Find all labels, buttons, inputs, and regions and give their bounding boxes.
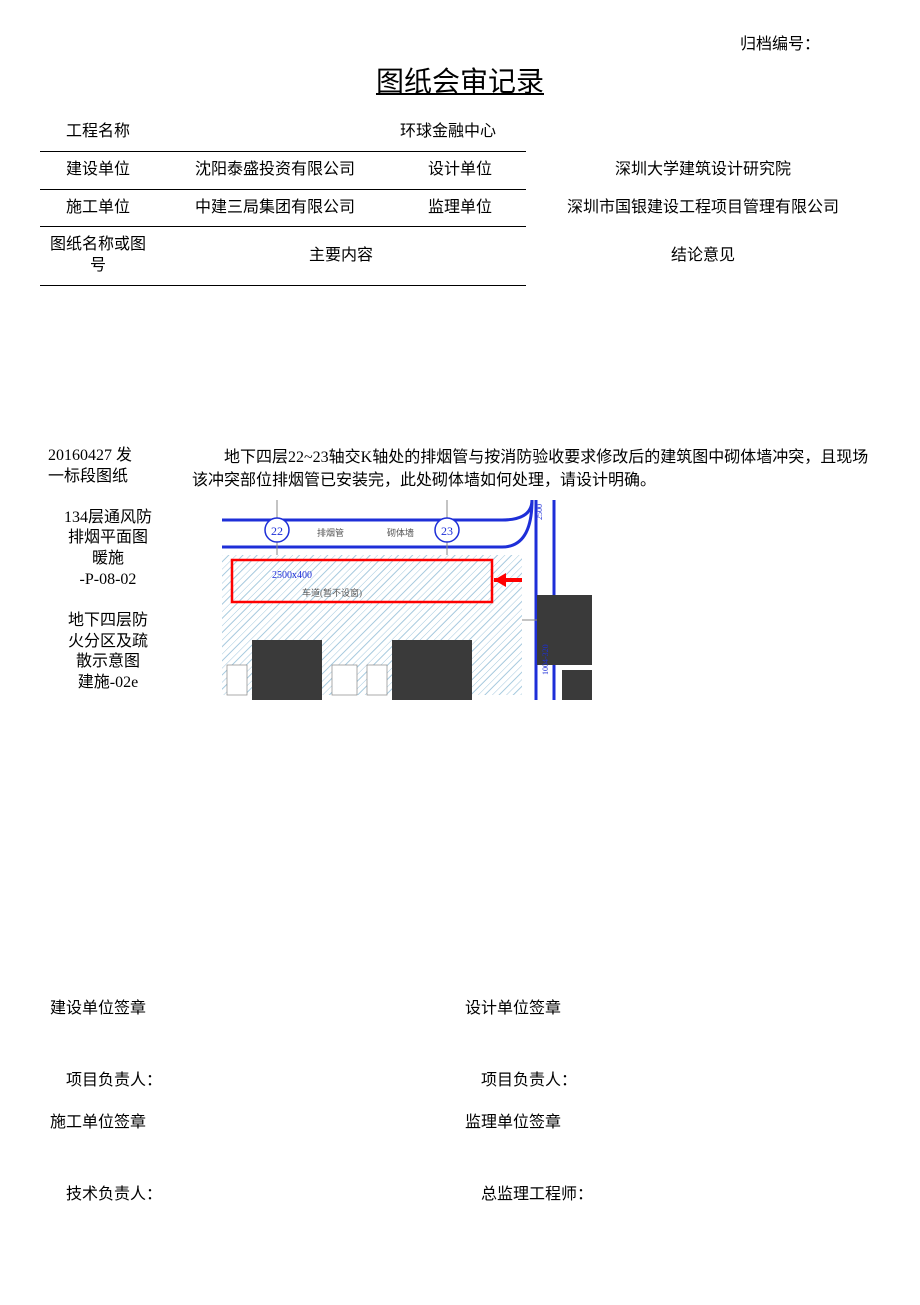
- header-table: 工程名称 环球金融中心 建设单位 沈阳泰盛投资有限公司 设计单位 深圳大学建筑设…: [40, 114, 880, 286]
- left-b3d: 建施-02e: [48, 673, 168, 694]
- svg-text:2500x400: 2500x400: [272, 570, 312, 581]
- hdr-construct-unit-label: 施工单位: [40, 189, 156, 227]
- sign-supervise-seal: 监理单位签章: [465, 1108, 880, 1132]
- sign-tech-lead: 技术负责人：: [50, 1180, 465, 1204]
- hdr-build-unit-label: 建设单位: [40, 151, 156, 189]
- hdr-build-unit-value: 沈阳泰盛投资有限公司: [156, 151, 394, 189]
- hdr-conclusion-label: 结论意见: [526, 227, 880, 286]
- main-content-column: 地下四层22~23轴交K轴处的排烟管与按消防验收要求修改后的建筑图中砌体墙冲突，…: [172, 446, 880, 700]
- hdr-drawing-name-label: 图纸名称或图号: [40, 227, 156, 286]
- hdr-supervise-unit-label: 监理单位: [394, 189, 526, 227]
- left-b2d: -P-08-02: [48, 570, 168, 591]
- svg-text:23: 23: [441, 524, 453, 538]
- plan-svg: 22 23 K 排烟管 砌体墙 2500x400 车道(暂不设窗): [192, 500, 592, 700]
- signature-section: 建设单位签章 设计单位签章 项目负责人： 项目负责人： 施工单位签章 监理单位签…: [40, 994, 880, 1204]
- left-b1a: 20160427 发: [48, 446, 168, 467]
- issue-paragraph: 地下四层22~23轴交K轴处的排烟管与按消防验收要求修改后的建筑图中砌体墙冲突，…: [192, 446, 880, 492]
- left-b3b: 火分区及疏: [48, 632, 168, 653]
- hdr-project-name-label: 工程名称: [40, 114, 156, 151]
- hdr-main-content-label: 主要内容: [156, 227, 526, 286]
- sign-construct-seal: 施工单位签章: [50, 1108, 465, 1132]
- page-title: 图纸会审记录: [40, 60, 880, 100]
- sign-design-seal: 设计单位签章: [465, 994, 880, 1018]
- left-b2a: 134层通风防: [48, 508, 168, 529]
- hdr-construct-unit-value: 中建三局集团有限公司: [156, 189, 394, 227]
- svg-text:车道(暂不设窗): 车道(暂不设窗): [302, 587, 362, 598]
- hdr-design-unit-label: 设计单位: [394, 151, 526, 189]
- sign-chief-engineer: 总监理工程师：: [465, 1180, 880, 1204]
- left-b3c: 散示意图: [48, 652, 168, 673]
- svg-text:1004-320: 1004-320: [541, 645, 550, 676]
- svg-text:砌体墙: 砌体墙: [387, 527, 414, 538]
- left-b2b: 排烟平面图: [48, 528, 168, 549]
- sign-build-seal: 建设单位签章: [50, 994, 465, 1018]
- left-b2c: 暖施: [48, 549, 168, 570]
- svg-text:22: 22: [271, 524, 283, 538]
- sign-design-lead: 项目负责人：: [465, 1066, 880, 1090]
- hdr-project-name-value: 环球金融中心: [156, 114, 526, 151]
- left-b1b: 一标段图纸: [48, 467, 168, 488]
- left-b3a: 地下四层防: [48, 611, 168, 632]
- body-wrap: 20160427 发 一标段图纸 134层通风防 排烟平面图 暖施 -P-08-…: [40, 446, 880, 714]
- hdr-supervise-unit-value: 深圳市国银建设工程项目管理有限公司: [526, 189, 880, 227]
- archive-number-label: 归档编号：: [40, 30, 880, 54]
- drawing-id-column: 20160427 发 一标段图纸 134层通风防 排烟平面图 暖施 -P-08-…: [40, 446, 172, 714]
- plan-diagram: 22 23 K 排烟管 砌体墙 2500x400 车道(暂不设窗): [192, 500, 592, 700]
- sign-build-lead: 项目负责人：: [50, 1066, 465, 1090]
- svg-text:排烟管: 排烟管: [317, 527, 344, 538]
- svg-text:2500: 2500: [535, 504, 544, 520]
- hdr-r1-c4: [526, 114, 880, 151]
- hdr-design-unit-value: 深圳大学建筑设计研究院: [526, 151, 880, 189]
